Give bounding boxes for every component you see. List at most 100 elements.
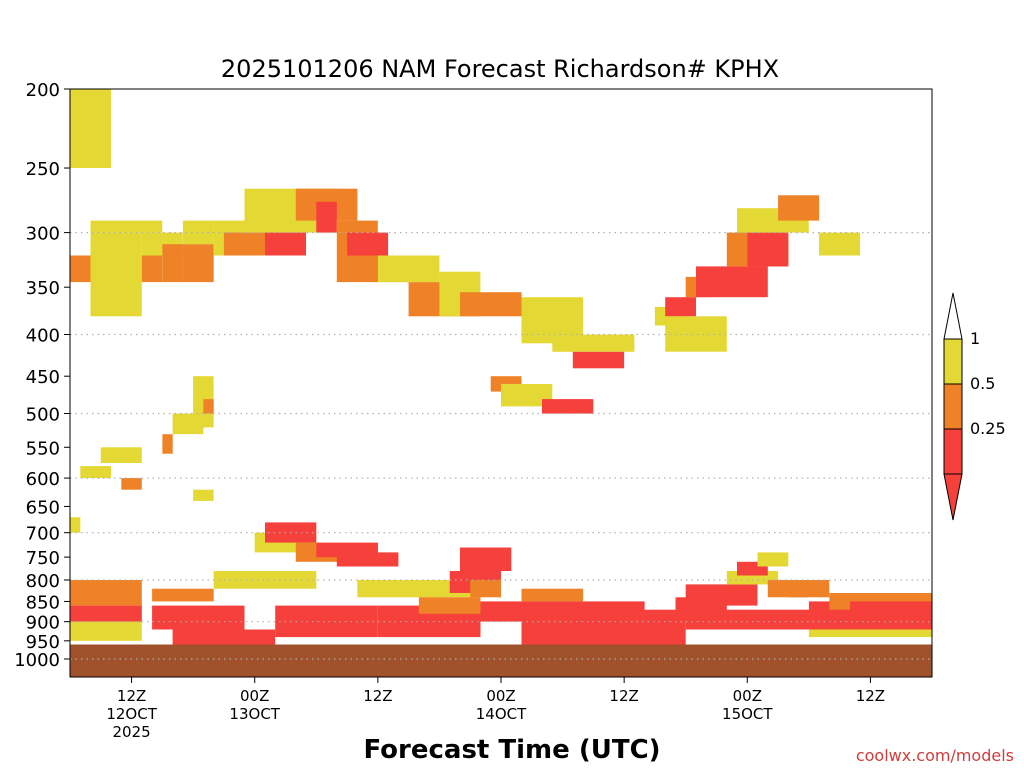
y-tick-label: 800 — [26, 571, 60, 592]
ri-cell — [203, 399, 214, 414]
ri-cell — [193, 489, 214, 501]
y-tick-label: 900 — [26, 613, 60, 634]
legend-swatch — [943, 428, 963, 475]
legend-label: 1 — [970, 329, 980, 348]
ri-cell — [788, 580, 830, 598]
legend-cap-lower — [943, 473, 963, 521]
ri-cell — [665, 316, 727, 352]
ri-cell — [398, 255, 440, 283]
y-tick-label: 500 — [26, 405, 60, 426]
legend-swatch — [943, 383, 963, 430]
x-tick-label: 12Z — [117, 687, 146, 705]
ri-cell — [213, 571, 317, 589]
ri-cell — [182, 220, 214, 245]
ri-cell — [521, 588, 584, 602]
ri-cell — [70, 580, 142, 606]
legend-swatch — [943, 338, 963, 385]
ri-cell — [162, 434, 173, 454]
ri-cell — [470, 580, 501, 598]
ri-cell — [70, 89, 111, 168]
ground-layer — [70, 644, 932, 677]
x-tick-label: 12Z — [856, 687, 885, 705]
ri-cell — [223, 232, 276, 256]
x-tick-label: 15OCT — [722, 705, 773, 723]
ri-cell — [121, 478, 142, 490]
ri-cell — [162, 244, 183, 283]
y-tick-label: 600 — [26, 469, 60, 490]
y-axis: 200 250 300 350 400 450 500 550 600 650 700 7508008… — [14, 80, 70, 671]
y-tick-label: 350 — [26, 278, 60, 299]
y-tick-label: 550 — [26, 438, 60, 459]
ri-cell — [778, 195, 820, 221]
y-tick-label: 1000 — [14, 650, 60, 671]
x-axis-label: Forecast Time (UTC) — [363, 735, 660, 765]
ri-cell — [152, 588, 214, 602]
ri-cell — [460, 547, 512, 571]
x-tick-label: 12Z — [609, 687, 638, 705]
ri-cell — [152, 605, 245, 630]
x-tick-label: 12OCT — [106, 705, 157, 723]
y-tick-label: 450 — [26, 367, 60, 388]
ri-cell — [665, 297, 696, 317]
ri-cells-layer — [70, 89, 932, 645]
y-tick-label: 650 — [26, 497, 60, 518]
ri-cell — [70, 605, 142, 622]
ri-cell — [685, 609, 932, 630]
ri-cell — [460, 292, 522, 317]
ri-cell — [685, 584, 758, 606]
ri-cell — [70, 255, 91, 283]
x-tick-label: 2025 — [113, 723, 151, 741]
ri-cell — [572, 351, 625, 369]
ri-cell — [70, 621, 142, 641]
chart-title: 2025101206 NAM Forecast Richardson# KPHX — [221, 55, 779, 83]
ri-cell — [808, 629, 932, 638]
y-tick-label: 750 — [26, 548, 60, 569]
x-tick-label: 12Z — [363, 687, 392, 705]
x-tick-label: 00Z — [733, 687, 762, 705]
ri-cell — [90, 220, 163, 233]
ri-cell — [347, 232, 389, 256]
ri-cell — [80, 466, 112, 479]
ri-cell — [275, 605, 378, 638]
ri-cell — [336, 552, 399, 567]
ri-cell — [100, 447, 142, 463]
x-tick-label: 00Z — [486, 687, 515, 705]
ri-cell — [316, 201, 337, 233]
y-tick-label: 700 — [26, 524, 60, 545]
ri-cell — [193, 376, 214, 428]
legend-label: 0.5 — [970, 374, 995, 393]
ri-cell — [819, 232, 861, 256]
ri-cell — [552, 334, 635, 352]
y-tick-label: 850 — [26, 592, 60, 613]
legend-label: 0.25 — [970, 419, 1006, 438]
y-tick-label: 400 — [26, 326, 60, 347]
ri-cell — [418, 597, 481, 614]
y-tick-label: 300 — [26, 224, 60, 245]
x-tick-label: 14OCT — [476, 705, 527, 723]
ground-surface — [70, 644, 932, 677]
ri-cell — [172, 629, 276, 645]
ri-cell — [521, 601, 645, 645]
ri-cell — [501, 384, 553, 407]
x-tick-label: 13OCT — [229, 705, 280, 723]
ri-cell — [480, 601, 522, 622]
ri-cell — [624, 609, 686, 645]
ri-cell — [757, 552, 789, 567]
y-tick-label: 950 — [26, 632, 60, 653]
ri-cell — [90, 232, 142, 317]
legend: 1 0.5 0.25 — [943, 292, 1006, 521]
ri-cell — [265, 232, 306, 256]
ri-cell — [696, 266, 768, 298]
ri-cell — [357, 580, 481, 598]
credit-text: coolwx.com/models — [856, 746, 1014, 765]
ri-cell — [141, 255, 163, 283]
y-tick-label: 200 — [26, 80, 60, 101]
x-tick-label: 00Z — [240, 687, 269, 705]
ri-cell — [542, 399, 594, 414]
ri-cell — [747, 232, 789, 267]
ri-cell — [70, 517, 81, 533]
gridlines — [70, 232, 932, 660]
